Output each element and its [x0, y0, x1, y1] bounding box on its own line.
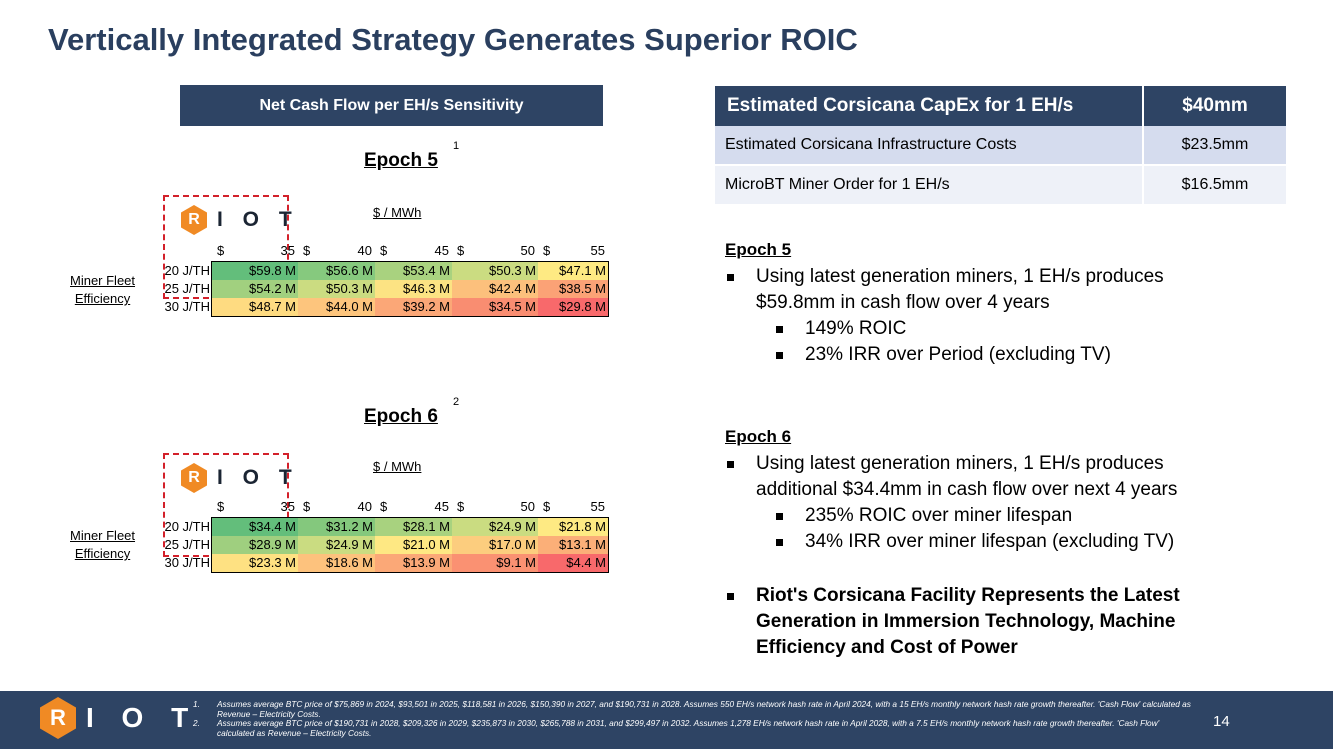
capex-header-label: Estimated Corsicana CapEx for 1 EH/s: [715, 86, 1143, 126]
table-cell: $59.8 M: [212, 262, 298, 280]
epoch6-bullets: Using latest generation miners, 1 EH/s p…: [725, 451, 1245, 555]
footer-bar: [0, 691, 1333, 749]
list-item: Using latest generation miners, 1 EH/s p…: [725, 264, 1245, 316]
efficiency-label: 25 J/TH: [164, 537, 210, 552]
table-cell: $17.0 M: [452, 536, 538, 554]
table-cell: $50.3 M: [298, 280, 375, 298]
price-column-header: $50: [457, 243, 535, 258]
table-cell: $21.8 M: [538, 518, 608, 536]
capex-row-label: Estimated Corsicana Infrastructure Costs: [715, 126, 1143, 165]
row-axis-label: Miner Fleet Efficiency: [70, 273, 136, 306]
table-cell: $44.0 M: [298, 298, 375, 316]
price-column-header: $55: [543, 499, 605, 514]
table-cell: $9.1 M: [452, 554, 538, 572]
table-cell: $48.7 M: [212, 298, 298, 316]
riot-hex-icon: R: [40, 697, 76, 739]
table-cell: $4.4 M: [538, 554, 608, 572]
list-item: 235% ROIC over miner lifespan: [725, 503, 1245, 529]
table-cell: $29.8 M: [538, 298, 608, 316]
table-cell: $39.2 M: [375, 298, 452, 316]
epoch5-title: Epoch 5: [364, 150, 438, 171]
table-cell: $53.4 M: [375, 262, 452, 280]
footnote-text: Assumes average BTC price of $190,731 in…: [217, 718, 1160, 738]
highlight-bullet: Riot's Corsicana Facility Represents the…: [725, 583, 1245, 661]
price-header-row: $35 $40 $45 $50 $55: [213, 499, 609, 514]
list-item: 34% IRR over miner lifespan (excluding T…: [725, 529, 1245, 555]
epoch5-heatmap: $59.8 M $56.6 M $53.4 M $50.3 M $47.1 M $54.2…: [211, 261, 609, 317]
price-column-header: $45: [380, 499, 449, 514]
unit-label: $ / MWh: [373, 205, 422, 220]
price-header-row: $35 $40 $45 $50 $55: [213, 243, 609, 258]
page-number: 14: [1213, 713, 1230, 730]
list-item: Using latest generation miners, 1 EH/s p…: [725, 451, 1245, 503]
list-item: 23% IRR over Period (excluding TV): [725, 342, 1245, 368]
riot-logo: R I O T: [181, 205, 299, 235]
table-cell: $31.2 M: [298, 518, 375, 536]
price-column-header: $40: [303, 243, 372, 258]
capex-header-value: $40mm: [1142, 86, 1286, 126]
table-cell: $54.2 M: [212, 280, 298, 298]
epoch5-bullets: Using latest generation miners, 1 EH/s p…: [725, 264, 1245, 368]
epoch6-title: Epoch 6: [364, 406, 438, 427]
capex-row-value: $23.5mm: [1142, 126, 1286, 165]
riot-logo-text: I O T: [217, 208, 299, 231]
capex-table: Estimated Corsicana CapEx for 1 EH/s $40…: [715, 86, 1286, 204]
efficiency-labels: 20 J/TH 25 J/TH 30 J/TH: [150, 518, 210, 572]
riot-logo: R I O T: [181, 463, 299, 493]
table-cell: $28.9 M: [212, 536, 298, 554]
epoch5-heading: Epoch 5: [725, 240, 792, 259]
epoch6-footnote: 2: [453, 396, 460, 408]
table-cell: $24.9 M: [452, 518, 538, 536]
riot-hex-icon: R: [181, 205, 207, 235]
table-cell: $42.4 M: [452, 280, 538, 298]
riot-logo-text: I O T: [86, 702, 199, 733]
table-cell: $47.1 M: [538, 262, 608, 280]
price-column-header: $40: [303, 499, 372, 514]
footer-riot-logo: R I O T: [40, 697, 198, 739]
table-cell: $28.1 M: [375, 518, 452, 536]
efficiency-labels: 20 J/TH 25 J/TH 30 J/TH: [150, 262, 210, 316]
unit-label: $ / MWh: [373, 459, 422, 474]
efficiency-label: 30 J/TH: [164, 555, 210, 570]
price-column-header: $55: [543, 243, 605, 258]
page-title: Vertically Integrated Strategy Generates…: [48, 22, 858, 57]
efficiency-label: 20 J/TH: [164, 263, 210, 278]
riot-hex-icon: R: [181, 463, 207, 493]
efficiency-label: 20 J/TH: [164, 519, 210, 534]
table-cell: $50.3 M: [452, 262, 538, 280]
list-item: 149% ROIC: [725, 316, 1245, 342]
efficiency-label: 25 J/TH: [164, 281, 210, 296]
price-column-header: $35: [217, 499, 295, 514]
footnote-text: Assumes average BTC price of $75,869 in …: [217, 699, 1191, 719]
table-row: Estimated Corsicana Infrastructure Costs…: [715, 126, 1286, 165]
table-cell: $18.6 M: [298, 554, 375, 572]
list-item: Riot's Corsicana Facility Represents the…: [725, 583, 1245, 661]
table-row: MicroBT Miner Order for 1 EH/s $16.5mm: [715, 164, 1286, 204]
capex-row-label: MicroBT Miner Order for 1 EH/s: [715, 164, 1143, 204]
table-cell: $13.9 M: [375, 554, 452, 572]
epoch6-heading: Epoch 6: [725, 427, 792, 446]
table-cell: $24.9 M: [298, 536, 375, 554]
table-cell: $46.3 M: [375, 280, 452, 298]
table-cell: $21.0 M: [375, 536, 452, 554]
price-column-header: $50: [457, 499, 535, 514]
table-cell: $23.3 M: [212, 554, 298, 572]
footnote-number: 2.: [193, 718, 200, 728]
table-cell: $38.5 M: [538, 280, 608, 298]
epoch6-heatmap: $34.4 M $31.2 M $28.1 M $24.9 M $21.8 M $28.9…: [211, 517, 609, 573]
row-axis-label: Miner Fleet Efficiency: [70, 528, 136, 561]
table-cell: $13.1 M: [538, 536, 608, 554]
epoch5-footnote: 1: [453, 140, 460, 152]
price-column-header: $35: [217, 243, 295, 258]
table-cell: $34.5 M: [452, 298, 538, 316]
footnote-number: 1.: [193, 699, 200, 709]
table-cell: $34.4 M: [212, 518, 298, 536]
price-column-header: $45: [380, 243, 449, 258]
table-cell: $56.6 M: [298, 262, 375, 280]
riot-logo-text: I O T: [217, 466, 299, 489]
footnotes: 1. Assumes average BTC price of $75,869 i…: [193, 699, 1193, 738]
capex-row-value: $16.5mm: [1142, 164, 1286, 204]
efficiency-label: 30 J/TH: [164, 299, 210, 314]
sensitivity-header: Net Cash Flow per EH/s Sensitivity: [180, 85, 603, 126]
